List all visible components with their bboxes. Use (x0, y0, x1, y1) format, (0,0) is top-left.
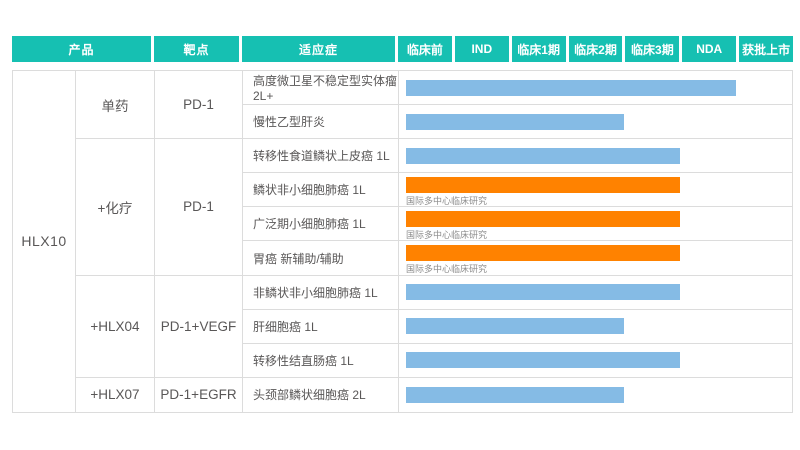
header-phase-7: 获批上市 (739, 36, 794, 62)
indication-cell: 广泛期小细胞肺癌 1L (243, 207, 399, 242)
group-combo-2: +化疗 (76, 139, 155, 276)
group-target-1: PD-1 (155, 71, 243, 140)
progress-bar-blue (406, 284, 680, 301)
header-phase-4: 临床2期 (568, 36, 623, 62)
table-body: HLX10 单药 PD-1 +化疗 PD-1 +HLX04 PD-1+VEGF +HLX07 P… (12, 70, 793, 413)
bar-track: 国际多中心临床研究 (399, 173, 792, 208)
group-target-3: PD-1+VEGF (155, 275, 243, 378)
header-target: 靶点 (154, 36, 239, 62)
progress-bar-orange (406, 177, 680, 194)
bar-track: 国际多中心临床研究 (399, 207, 792, 242)
multicenter-note: 国际多中心临床研究 (406, 230, 488, 241)
indication-cell: 胃癌 新辅助/辅助 (243, 241, 399, 276)
progress-bar-blue (406, 113, 624, 130)
progress-bar-blue (406, 352, 680, 369)
bar-track: 国际多中心临床研究 (399, 241, 792, 276)
header-indication: 适应症 (242, 36, 395, 62)
indication-cell: 鳞状非小细胞肺癌 1L (243, 173, 399, 208)
indication-cell: 慢性乙型肝炎 (243, 105, 399, 140)
bar-track (399, 344, 792, 378)
product-cell: HLX10 (13, 71, 76, 412)
multicenter-note: 国际多中心临床研究 (406, 264, 488, 275)
progress-bar-blue (406, 147, 680, 164)
header-phase-1: 临床前 (398, 36, 452, 62)
group-combo-1: 单药 (76, 71, 155, 140)
multicenter-note: 国际多中心临床研究 (406, 196, 488, 207)
indication-cell: 非鳞状非小细胞肺癌 1L (243, 275, 399, 310)
table-header: 产品 靶点 适应症 临床前 IND 临床1期 临床2期 临床3期 NDA 获批上市 (12, 36, 794, 62)
progress-bar-orange (406, 211, 680, 228)
header-phase-6: NDA (682, 36, 737, 62)
bar-track (399, 276, 792, 310)
indication-cell: 头颈部鳞状细胞癌 2L (243, 377, 399, 412)
progress-bar-blue (406, 386, 624, 403)
header-product: 产品 (12, 36, 151, 62)
bar-track (399, 71, 792, 106)
header-phase-5: 临床3期 (625, 36, 680, 62)
bar-track (399, 378, 792, 412)
progress-bar-blue (406, 79, 736, 96)
group-combo-4: +HLX07 (76, 377, 155, 412)
indication-cell: 高度微卫星不稳定型实体瘤 2L+ (243, 71, 399, 106)
pipeline-chart: 产品 靶点 适应症 临床前 IND 临床1期 临床2期 临床3期 NDA 获批上市 HLX10 单药… (12, 36, 794, 413)
group-target-2: PD-1 (155, 139, 243, 276)
indication-cell: 转移性食道鳞状上皮癌 1L (243, 139, 399, 174)
bar-track (399, 105, 792, 140)
group-combo-3: +HLX04 (76, 275, 155, 378)
header-phase-2: IND (454, 36, 509, 62)
bar-track (399, 139, 792, 174)
group-target-4: PD-1+EGFR (155, 377, 243, 412)
bar-track (399, 310, 792, 344)
indication-cell: 转移性结直肠癌 1L (243, 343, 399, 378)
progress-bar-orange (406, 245, 680, 262)
header-phase-3: 临床1期 (511, 36, 566, 62)
progress-bar-blue (406, 318, 624, 335)
indication-cell: 肝细胞癌 1L (243, 309, 399, 344)
